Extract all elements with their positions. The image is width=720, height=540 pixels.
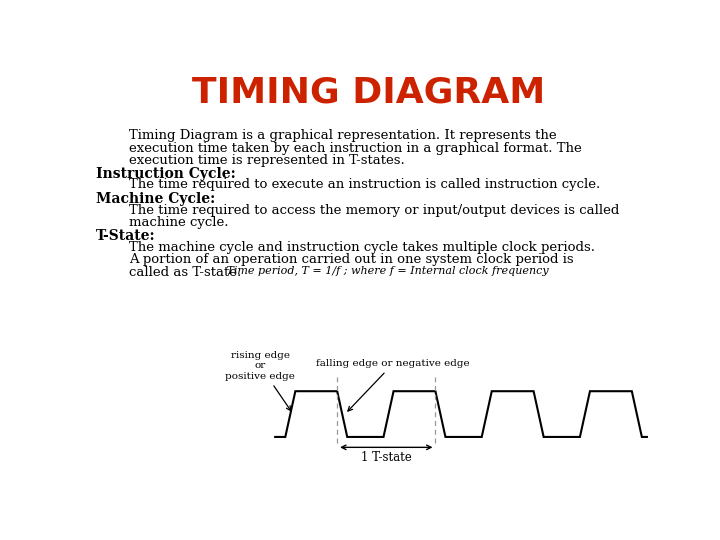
Text: The time required to execute an instruction is called instruction cycle.: The time required to execute an instruct… [129, 178, 600, 191]
Text: execution time is represented in T-states.: execution time is represented in T-state… [129, 154, 405, 167]
Text: falling edge or negative edge: falling edge or negative edge [316, 359, 470, 411]
Text: The machine cycle and instruction cycle takes multiple clock periods.: The machine cycle and instruction cycle … [129, 241, 595, 254]
Text: execution time taken by each instruction in a graphical format. The: execution time taken by each instruction… [129, 141, 582, 155]
Text: Timing Diagram is a graphical representation. It represents the: Timing Diagram is a graphical representa… [129, 129, 557, 142]
Text: Instruction Cycle:: Instruction Cycle: [96, 167, 235, 181]
Text: rising edge
or
positive edge: rising edge or positive edge [225, 351, 295, 410]
Text: Machine Cycle:: Machine Cycle: [96, 192, 215, 206]
Text: 1 T-state: 1 T-state [361, 451, 412, 464]
Text: A portion of an operation carried out in one system clock period is: A portion of an operation carried out in… [129, 253, 574, 266]
Text: machine cycle.: machine cycle. [129, 216, 228, 229]
Text: T-State:: T-State: [96, 228, 156, 242]
Text: called as T-state.: called as T-state. [129, 266, 241, 279]
Text: The time required to access the memory or input/output devices is called: The time required to access the memory o… [129, 204, 619, 217]
Text: Time period, T = 1/f ; where f = Internal clock frequency: Time period, T = 1/f ; where f = Interna… [215, 266, 548, 275]
Text: TIMING DIAGRAM: TIMING DIAGRAM [192, 75, 546, 109]
